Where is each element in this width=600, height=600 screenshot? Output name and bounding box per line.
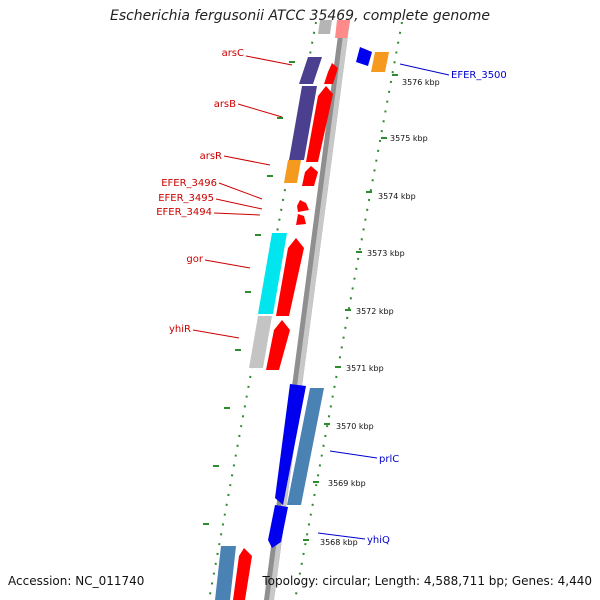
accession-text: Accession: NC_011740 — [8, 574, 145, 588]
gene-label-arsB: arsB — [214, 99, 236, 110]
arsB-feature — [289, 86, 317, 160]
topology-text: Topology: circular; Length: 4,588,711 bp… — [262, 574, 592, 588]
efer3494-cds — [296, 214, 306, 225]
gene-label-prlC: prlC — [379, 454, 399, 465]
gene-bottom-steelblue — [215, 546, 236, 600]
gene-bottom-red — [233, 548, 252, 600]
gor-feature — [258, 233, 287, 314]
arsC-feature — [299, 57, 322, 84]
gene-label-efer3494: EFER_3494 — [156, 207, 212, 218]
arsR-feature — [284, 160, 301, 183]
gene-label-gor: gor — [186, 254, 203, 265]
leader-lines-blue — [317, 63, 450, 540]
efer3500-blue-cds — [356, 47, 372, 66]
gene-label-arsC: arsC — [222, 48, 244, 59]
prlC-cds-arrow — [275, 384, 306, 505]
kbp-label-3570: 3570 kbp — [336, 422, 374, 431]
gene-label-arsR: arsR — [200, 151, 222, 162]
kbp-label-3573: 3573 kbp — [367, 249, 405, 258]
gene-label-efer3495: EFER_3495 — [158, 193, 214, 204]
efer3496-cds — [297, 200, 309, 212]
arsB-cds-arrow — [306, 86, 333, 162]
prlC-feature — [287, 388, 324, 505]
arsC-cds-arrow — [324, 63, 338, 84]
kbp-label-3572: 3572 kbp — [356, 307, 394, 316]
kbp-label-3576: 3576 kbp — [402, 78, 440, 87]
efer3500-feature — [371, 52, 389, 72]
gene-top-grey — [318, 20, 332, 34]
kbp-label-3568: 3568 kbp — [320, 538, 358, 547]
yhiR-cds-arrow — [266, 320, 290, 370]
yhiR-feature — [249, 316, 272, 368]
leader-lines-red — [192, 55, 293, 339]
gene-top-pink — [335, 20, 350, 38]
gene-label-efer3500: EFER_3500 — [451, 70, 507, 81]
kbp-label-3569: 3569 kbp — [328, 479, 366, 488]
gene-label-efer3496: EFER_3496 — [161, 178, 217, 189]
yhiQ-cds-arrow — [268, 505, 288, 548]
arsR-cds-arrow — [302, 166, 318, 186]
ruler-ticks — [203, 61, 398, 541]
kbp-label-3575: 3575 kbp — [390, 134, 428, 143]
kbp-label-3571: 3571 kbp — [346, 364, 384, 373]
genome-title: Escherichia fergusonii ATCC 35469, compl… — [109, 8, 491, 24]
gor-cds-arrow — [276, 238, 304, 316]
kbp-label-3574: 3574 kbp — [378, 192, 416, 201]
gene-label-yhiR: yhiR — [169, 324, 191, 335]
gene-label-yhiQ: yhiQ — [367, 535, 390, 546]
